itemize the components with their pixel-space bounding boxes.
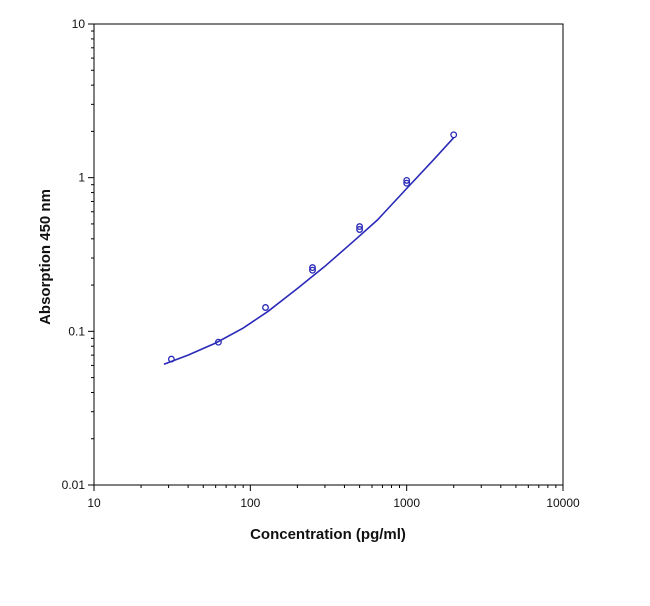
fit-curve [163,137,455,366]
tick-labels: 10 100 1000 10000 0.01 0.1 1 10 [62,17,580,510]
x-axis-title: Concentration (pg/ml) [250,526,406,543]
data-point [403,176,411,184]
data-point [309,266,316,274]
y-axis-title: Absorption 450 nm [37,189,54,325]
data-point [356,223,364,231]
plot-frame [93,23,564,486]
y-tick-label: 0.1 [68,324,85,338]
y-tick-label: 0.01 [62,478,86,492]
x-tick-label: 100 [240,496,260,510]
axis-ticks [88,23,564,491]
data-points [167,131,458,363]
x-tick-label: 1000 [393,496,420,510]
x-tick-label: 10000 [546,496,580,510]
data-point [262,304,269,311]
y-tick-label: 1 [78,171,85,185]
y-tick-label: 10 [72,17,86,31]
data-point [356,226,364,233]
x-tick-label: 10 [87,496,101,510]
data-point [403,179,411,187]
data-point [214,338,222,346]
data-point [450,131,458,139]
data-point [309,264,316,272]
data-point [167,355,175,363]
